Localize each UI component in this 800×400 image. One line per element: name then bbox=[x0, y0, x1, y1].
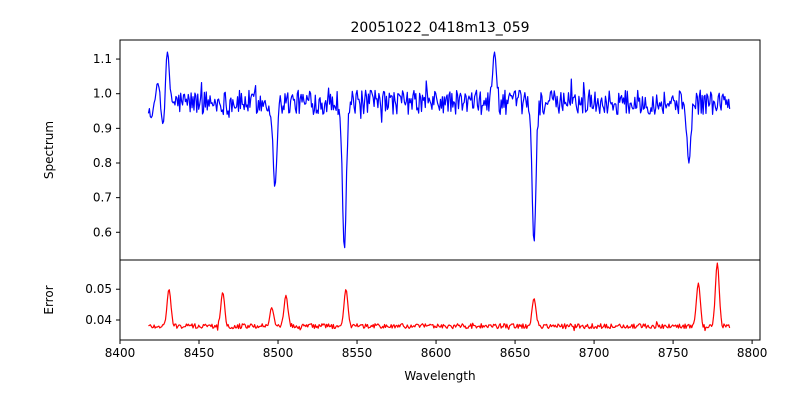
error-y-tick-label: 0.05 bbox=[85, 282, 112, 296]
spectrum-panel: 0.6 0.7 0.8 0.9 1.0 1.1 Spectrum bbox=[42, 39, 761, 261]
spectrum-y-tick-label: 0.9 bbox=[93, 121, 112, 135]
error-series-line bbox=[148, 262, 731, 332]
wavelength-x-tick-label: 8500 bbox=[263, 346, 294, 360]
wavelength-x-tick-label: 8550 bbox=[342, 346, 373, 360]
spectrum-y-tick-label: 0.6 bbox=[93, 225, 112, 239]
chart-title: 20051022_0418m13_059 bbox=[350, 20, 529, 36]
wavelength-x-tick-label: 8600 bbox=[421, 346, 452, 360]
wavelength-x-axis-label: Wavelength bbox=[404, 369, 475, 383]
spectrum-y-tick-label: 0.7 bbox=[93, 191, 112, 205]
error-y-tick-label: 0.04 bbox=[85, 313, 112, 327]
wavelength-x-tick-label: 8400 bbox=[105, 346, 136, 360]
error-y-axis-label: Error bbox=[42, 285, 56, 314]
spectrum-y-ticks: 0.6 0.7 0.8 0.9 1.0 1.1 bbox=[93, 52, 120, 239]
wavelength-x-ticks: 8400 8450 8500 8550 8600 8650 8700 8750 8800 bbox=[105, 340, 768, 360]
spectrum-y-axis-label: Spectrum bbox=[42, 121, 56, 179]
spectrum-y-tick-label: 1.1 bbox=[93, 52, 112, 66]
spectrum-series-line bbox=[147, 51, 731, 249]
wavelength-x-tick-label: 8450 bbox=[184, 346, 215, 360]
wavelength-x-tick-label: 8750 bbox=[658, 346, 689, 360]
wavelength-x-tick-label: 8700 bbox=[579, 346, 610, 360]
spectrum-y-tick-label: 1.0 bbox=[93, 87, 112, 101]
spectrum-y-tick-label: 0.8 bbox=[93, 156, 112, 170]
error-panel: 0.04 0.05 8400 8450 8500 8550 8600 8650 8700 875… bbox=[42, 259, 768, 383]
wavelength-x-tick-label: 8800 bbox=[737, 346, 768, 360]
error-axes-frame bbox=[119, 259, 761, 341]
error-y-ticks: 0.04 0.05 bbox=[85, 282, 120, 327]
wavelength-x-tick-label: 8650 bbox=[500, 346, 531, 360]
